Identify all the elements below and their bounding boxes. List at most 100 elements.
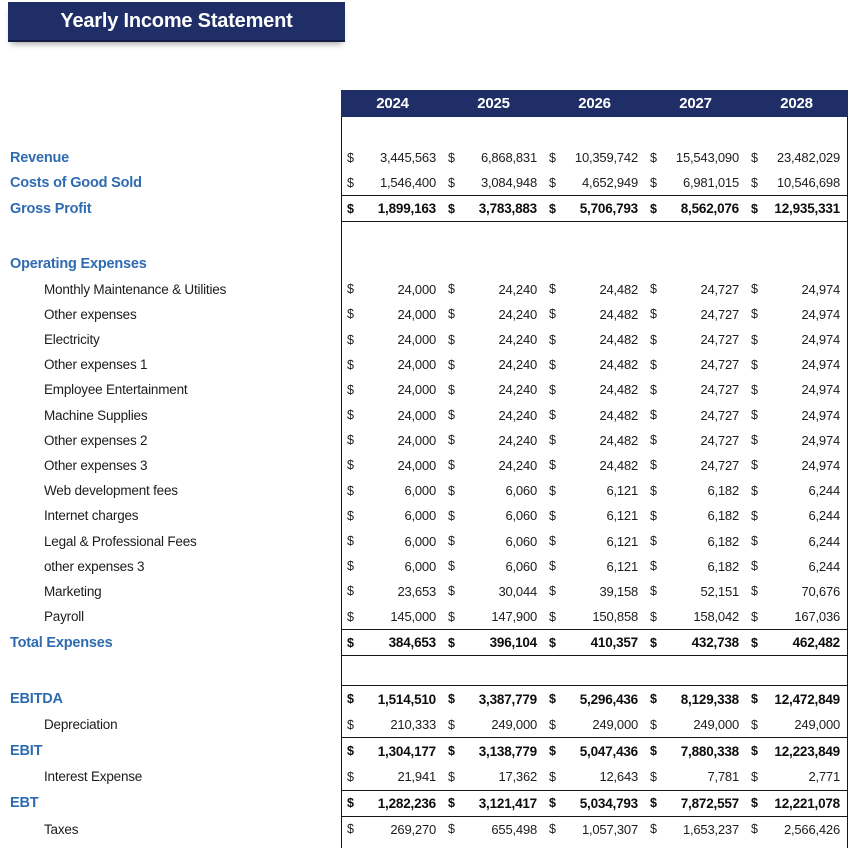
value-cell: $24,000 [342, 327, 443, 352]
currency-symbol: $ [751, 150, 758, 165]
currency-symbol: $ [549, 717, 556, 732]
value-cell: $269,270 [342, 817, 443, 842]
year-header-cells: 2024 2025 2026 2027 2028 [341, 90, 848, 117]
cell-amount: 150,858 [592, 609, 638, 625]
currency-symbol: $ [448, 534, 455, 549]
value-cell [342, 222, 443, 251]
cell-amount: 6,121 [606, 508, 638, 524]
row-operating-expenses: Operating Expenses [8, 251, 848, 277]
currency-symbol: $ [347, 559, 354, 574]
currency-symbol: $ [549, 609, 556, 624]
cell-amount: 24,000 [397, 332, 436, 348]
value-cell: $150,858 [544, 604, 645, 629]
value-cell [746, 117, 847, 145]
value-cell: $5,706,793 [544, 196, 645, 221]
currency-symbol: $ [650, 559, 657, 574]
value-cell: $2,771 [746, 764, 847, 789]
row-label: Web development fees [44, 483, 178, 499]
cell-amount: 2,771 [808, 769, 840, 785]
value-cell [342, 117, 443, 145]
cell-amount: 24,727 [700, 332, 739, 348]
value-cell: $24,974 [746, 352, 847, 377]
cell-amount: 17,362 [498, 769, 537, 785]
cell-amount: 24,727 [700, 432, 739, 448]
cell-amount: 24,482 [599, 332, 638, 348]
cell-amount: 1,282,236 [377, 795, 436, 811]
row-machine-supplies: Machine Supplies $24,000 $24,240 $24,482 $24… [8, 402, 848, 428]
value-cell [645, 222, 746, 251]
row-values: $24,000 $24,240 $24,482 $24,727 $24,974 [341, 427, 848, 453]
currency-symbol: $ [751, 307, 758, 322]
value-cell [544, 117, 645, 145]
currency-symbol: $ [347, 769, 354, 784]
cell-amount: 24,240 [498, 281, 537, 297]
cell-amount: 3,445,563 [379, 150, 436, 166]
currency-symbol: $ [549, 534, 556, 549]
cell-amount: 24,240 [498, 357, 537, 373]
value-cell [544, 222, 645, 251]
cell-amount: 24,727 [700, 281, 739, 297]
cell-amount: 24,000 [397, 281, 436, 297]
row-values: $3,445,563 $6,868,831 $10,359,742 $15,543,0… [341, 145, 848, 171]
currency-symbol: $ [448, 559, 455, 574]
row-values: $6,000 $6,060 $6,121 $6,182 $6,244 [341, 503, 848, 529]
currency-symbol: $ [650, 534, 657, 549]
value-cell: $24,240 [443, 327, 544, 352]
value-cell: $5,034,793 [544, 791, 645, 816]
value-cell: $7,872,557 [645, 791, 746, 816]
value-cell: $1,514,510 [342, 686, 443, 712]
cell-amount: 24,000 [397, 306, 436, 322]
currency-symbol: $ [650, 744, 657, 759]
row-total-expenses: Total Expenses $384,653 $396,104 $410,357 $4… [8, 629, 848, 657]
value-cell: $5,296,436 [544, 686, 645, 712]
currency-symbol: $ [347, 822, 354, 837]
currency-symbol: $ [448, 508, 455, 523]
cell-amount: 24,482 [599, 281, 638, 297]
cell-amount: 24,974 [801, 457, 840, 473]
cell-amount: 21,941 [397, 769, 436, 785]
currency-symbol: $ [549, 584, 556, 599]
cell-amount: 24,482 [599, 457, 638, 473]
cell-amount: 6,868,831 [480, 150, 537, 166]
currency-symbol: $ [650, 332, 657, 347]
value-cell: $23,482,029 [746, 145, 847, 170]
row-other-expenses: Other expenses $24,000 $24,240 $24,482 $24,7… [8, 301, 848, 327]
row-values: $1,899,163 $3,783,883 $5,706,793 $8,562,076… [341, 195, 848, 223]
currency-symbol: $ [347, 433, 354, 448]
cell-amount: 24,482 [599, 357, 638, 373]
value-cell: $6,060 [443, 478, 544, 503]
cell-amount: 6,060 [505, 558, 537, 574]
currency-symbol: $ [448, 692, 455, 707]
cell-amount: 12,221,078 [774, 795, 840, 811]
cell-amount: 655,498 [491, 821, 537, 837]
value-cell: $5,047,436 [544, 738, 645, 764]
currency-symbol: $ [347, 584, 354, 599]
value-cell: $3,783,883 [443, 196, 544, 221]
value-cell: $167,036 [746, 604, 847, 629]
value-cell: $10,359,742 [544, 145, 645, 170]
currency-symbol: $ [650, 609, 657, 624]
value-cell: $6,060 [443, 528, 544, 553]
row-values [341, 656, 848, 686]
currency-symbol: $ [650, 201, 657, 216]
value-cell: $6,868,831 [443, 145, 544, 170]
value-cell [443, 222, 544, 251]
row-other-expenses-3: Other expenses 3 $24,000 $24,240 $24,482 $24… [8, 452, 848, 479]
value-cell: $6,000 [342, 503, 443, 528]
spacer-row [8, 656, 848, 686]
cell-amount: 24,000 [397, 457, 436, 473]
currency-symbol: $ [347, 175, 354, 190]
year-header-cell: 2025 [477, 95, 510, 112]
value-cell: $24,000 [342, 428, 443, 453]
cell-amount: 24,974 [801, 281, 840, 297]
row-label: Other expenses 1 [44, 357, 148, 373]
cell-amount: 24,240 [498, 432, 537, 448]
row-label: EBIT [10, 742, 43, 759]
value-cell: $7,880,338 [645, 738, 746, 764]
value-cell: $145,000 [342, 604, 443, 629]
cell-amount: 23,482,029 [776, 150, 840, 166]
cell-amount: 147,900 [491, 609, 537, 625]
cell-amount: 12,935,331 [774, 201, 840, 217]
value-cell: $3,121,417 [443, 791, 544, 816]
value-cell: $24,974 [746, 377, 847, 402]
